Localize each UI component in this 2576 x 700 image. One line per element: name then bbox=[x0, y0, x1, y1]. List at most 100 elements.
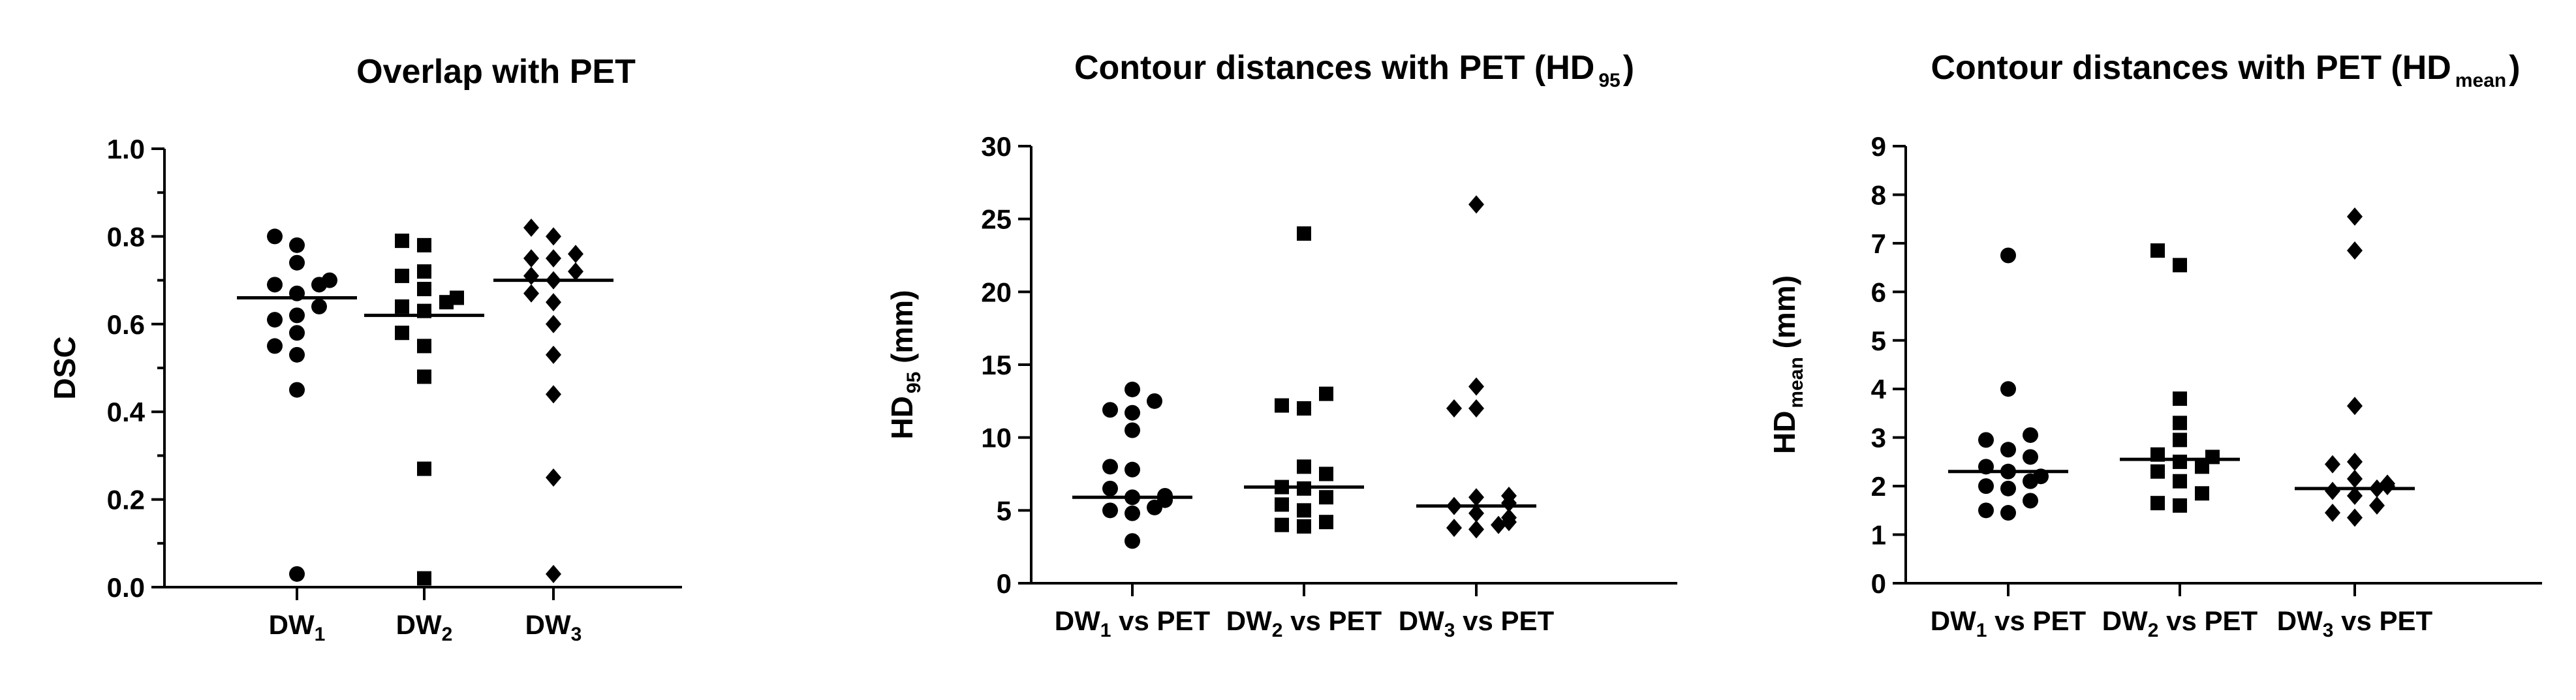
y-tick-label: 5 bbox=[997, 495, 1012, 526]
chart-title: Overlap with PET bbox=[356, 53, 636, 91]
data-point-square bbox=[1275, 517, 1289, 532]
data-point-circle bbox=[1125, 461, 1140, 478]
data-point-diamond bbox=[546, 385, 561, 404]
data-point-diamond bbox=[546, 314, 561, 333]
data-point-square bbox=[1275, 398, 1289, 413]
data-point-circle bbox=[2023, 493, 2038, 509]
data-point-square bbox=[2150, 447, 2165, 462]
y-tick-label: 20 bbox=[981, 277, 1012, 307]
data-point-diamond bbox=[1468, 488, 1484, 507]
data-point-diamond bbox=[1446, 496, 1462, 515]
data-point-square bbox=[2173, 391, 2187, 406]
data-point-circle bbox=[267, 312, 283, 328]
data-point-square bbox=[417, 461, 431, 476]
y-tick-label: 9 bbox=[1871, 131, 1886, 162]
data-point-diamond bbox=[2347, 452, 2363, 471]
data-point-diamond bbox=[1501, 487, 1517, 505]
data-point-square bbox=[395, 234, 409, 249]
data-point-diamond bbox=[1501, 508, 1517, 527]
data-point-square bbox=[2173, 498, 2187, 513]
data-point-circle bbox=[1978, 478, 1994, 495]
y-tick-label: 30 bbox=[981, 131, 1012, 162]
data-point-diamond bbox=[1491, 515, 1506, 534]
data-point-circle bbox=[2000, 381, 2016, 397]
data-point-diamond bbox=[2347, 487, 2363, 505]
data-point-square bbox=[395, 326, 409, 341]
data-point-square bbox=[450, 290, 464, 305]
y-tick-label: 2 bbox=[1871, 471, 1886, 502]
data-point-square bbox=[1297, 519, 1311, 534]
data-point-circle bbox=[1125, 404, 1140, 421]
data-point-diamond bbox=[1468, 377, 1484, 396]
chart-panel-2: Contour distances with PET (HD 95) HD95 (m… bbox=[885, 49, 1677, 641]
data-point-circle bbox=[2023, 449, 2038, 465]
data-point-square bbox=[1297, 503, 1311, 518]
chart-title: Contour distances with PET (HD 95) bbox=[1074, 49, 1634, 91]
data-point-circle bbox=[1978, 432, 1994, 448]
y-tick-label: 1 bbox=[1871, 520, 1886, 551]
data-point-diamond bbox=[1468, 520, 1484, 539]
y-tick-label: 6 bbox=[1871, 277, 1886, 307]
data-point-circle bbox=[1125, 505, 1140, 521]
data-point-diamond bbox=[546, 468, 561, 487]
data-point-diamond bbox=[1468, 195, 1484, 214]
data-point-square bbox=[2150, 496, 2165, 511]
data-point-diamond bbox=[1446, 519, 1462, 538]
data-point-circle bbox=[289, 382, 305, 398]
data-point-circle bbox=[289, 346, 305, 363]
data-point-diamond bbox=[523, 249, 539, 267]
data-point-circle bbox=[289, 566, 305, 582]
data-point-circle bbox=[1102, 459, 1118, 475]
y-tick-label: 0 bbox=[997, 568, 1012, 599]
y-tick-label: 3 bbox=[1871, 423, 1886, 453]
data-point-square bbox=[1319, 490, 1333, 505]
data-point-diamond bbox=[523, 266, 539, 285]
data-point-circle bbox=[2000, 480, 2016, 496]
data-point-circle bbox=[1102, 502, 1118, 519]
data-point-square bbox=[417, 303, 431, 318]
y-tick-label: 0.6 bbox=[107, 309, 145, 340]
data-point-square bbox=[1297, 401, 1311, 416]
data-point-circle bbox=[289, 254, 305, 271]
data-point-circle bbox=[1147, 393, 1162, 409]
chart-panel-3: Contour distances with PET (HD mean) HDmea… bbox=[1767, 49, 2542, 641]
y-tick-label: 8 bbox=[1871, 179, 1886, 210]
y-tick-label: 0.0 bbox=[107, 572, 145, 603]
data-point-circle bbox=[1978, 459, 1994, 475]
data-point-square bbox=[2173, 258, 2187, 273]
data-point-diamond bbox=[2347, 469, 2363, 488]
x-tick-label: DW2 vs PET bbox=[1226, 605, 1382, 641]
data-point-circle bbox=[289, 285, 305, 301]
data-point-square bbox=[417, 571, 431, 586]
data-point-diamond bbox=[2369, 496, 2385, 515]
y-axis-label: DSC bbox=[48, 336, 82, 399]
data-point-diamond bbox=[2325, 455, 2340, 474]
data-point-circle bbox=[2023, 427, 2038, 443]
data-point-square bbox=[417, 339, 431, 354]
data-point-circle bbox=[1157, 488, 1173, 504]
data-point-square bbox=[1319, 386, 1333, 401]
data-point-diamond bbox=[2325, 504, 2340, 523]
data-point-diamond bbox=[1468, 399, 1484, 418]
x-tick-label: DW3 vs PET bbox=[2277, 605, 2433, 641]
data-point-square bbox=[417, 237, 431, 252]
data-point-circle bbox=[1125, 489, 1140, 506]
data-point-square bbox=[417, 264, 431, 279]
chart-panel-1: Overlap with PET DSC 0.0 0.2 0.4 0.6 0.8 1.0 DW1… bbox=[48, 53, 682, 645]
data-point-diamond bbox=[546, 564, 561, 583]
x-tick-label: DW3 bbox=[525, 609, 582, 645]
data-point-square bbox=[2173, 416, 2187, 431]
data-point-circle bbox=[311, 298, 327, 314]
data-point-circle bbox=[2000, 505, 2016, 521]
y-tick-label: 7 bbox=[1871, 228, 1886, 259]
data-point-square bbox=[2195, 486, 2209, 501]
data-point-square bbox=[2173, 454, 2187, 469]
data-point-square bbox=[1319, 515, 1333, 530]
data-point-diamond bbox=[1446, 399, 1462, 418]
data-point-square bbox=[1275, 479, 1289, 495]
data-point-diamond bbox=[2347, 397, 2363, 416]
data-point-square bbox=[2173, 474, 2187, 489]
data-point-circle bbox=[1125, 422, 1140, 438]
data-point-diamond bbox=[546, 227, 561, 246]
